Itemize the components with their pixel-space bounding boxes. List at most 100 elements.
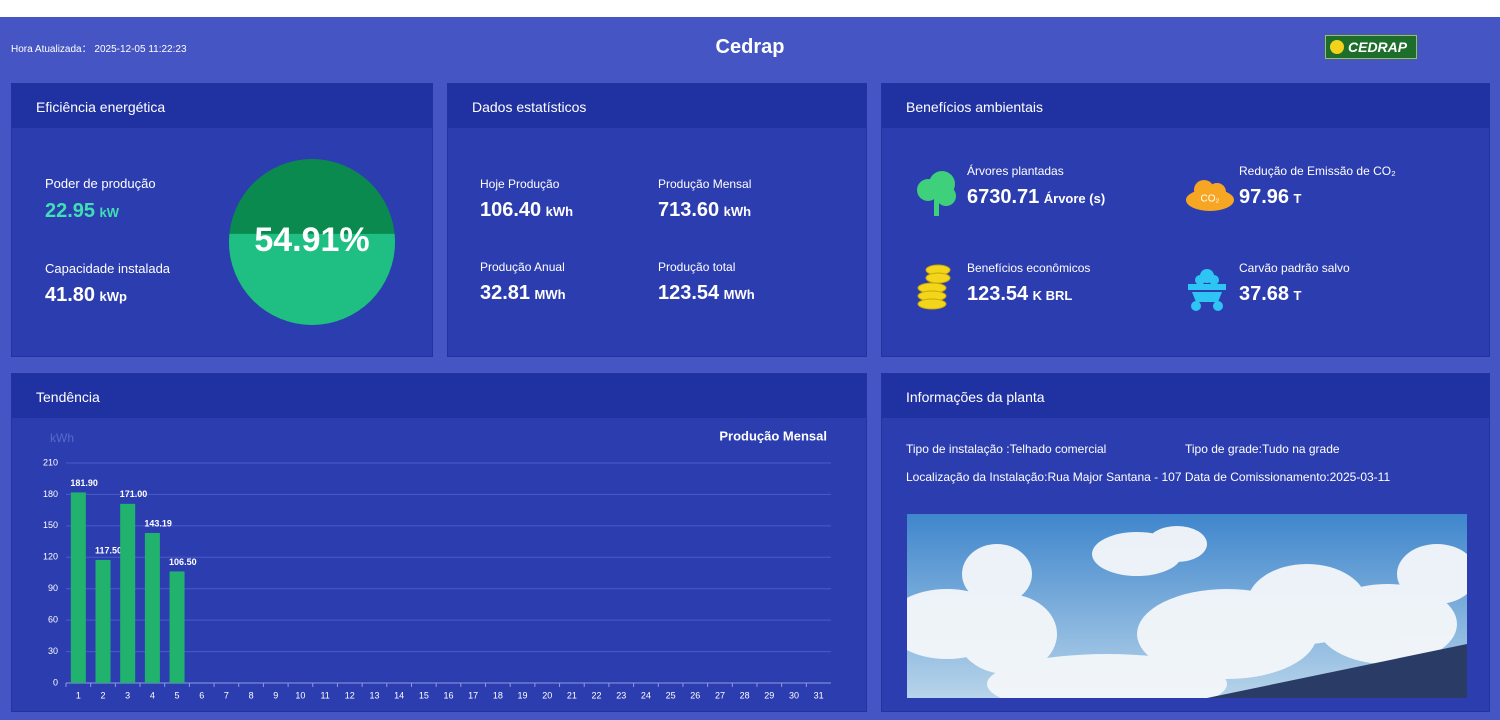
stat-label: Redução de Emissão de CO₂ bbox=[1239, 164, 1396, 178]
capacity-label: Capacidade instalada bbox=[45, 261, 171, 276]
y-tick-label: 60 bbox=[48, 615, 58, 625]
y-tick-label: 150 bbox=[43, 520, 58, 530]
chart-title: Produção Mensal bbox=[719, 428, 827, 443]
updated-label: Hora Atualizada： bbox=[11, 44, 92, 55]
updated: Hora Atualizada： 2025-12-05 11:22:23 bbox=[11, 40, 187, 55]
x-tick-label: 10 bbox=[295, 690, 305, 700]
logo-text: CEDRAP bbox=[1348, 39, 1408, 55]
logo: CEDRAP bbox=[1325, 35, 1417, 59]
stat-label: Produção total bbox=[658, 260, 736, 274]
gauge: 54.91% bbox=[229, 159, 395, 325]
grid-type-label: Tipo de grade: bbox=[1185, 442, 1262, 456]
trend-panel: Tendência kWh Produção Mensal 0 30 60 90 120… bbox=[11, 373, 867, 712]
stat-unit: Árvore (s) bbox=[1043, 191, 1106, 206]
x-tick-label: 29 bbox=[764, 690, 774, 700]
stat: 123.54 K BRL bbox=[967, 283, 1072, 306]
stat: 713.60 kWh bbox=[658, 199, 751, 222]
stat-label: Produção Mensal bbox=[658, 177, 752, 191]
power-unit: kW bbox=[99, 205, 120, 220]
stat: 97.96 T bbox=[1239, 186, 1301, 209]
x-tick-label: 12 bbox=[345, 690, 355, 700]
coins-icon bbox=[917, 264, 951, 310]
co2-icon: CO₂ bbox=[1186, 180, 1234, 211]
y-tick-label: 180 bbox=[43, 489, 58, 499]
stat-value: 32.81 bbox=[480, 282, 531, 304]
panel-header: Dados estatísticos bbox=[448, 84, 866, 128]
power-label: Poder de produção bbox=[45, 176, 156, 191]
gauge-label: 54.91% bbox=[254, 221, 369, 259]
y-tick-label: 90 bbox=[48, 583, 58, 593]
stat-value: 97.96 bbox=[1239, 186, 1290, 208]
stat-label: Benefícios econômicos bbox=[967, 261, 1091, 275]
bar bbox=[144, 532, 160, 683]
power-value: 22.95 bbox=[45, 200, 96, 222]
stat-value: 106.40 bbox=[480, 199, 542, 221]
x-tick-label: 25 bbox=[666, 690, 676, 700]
x-tick-label: 31 bbox=[814, 690, 824, 700]
commissioning-label: Data de Comissionamento: bbox=[1184, 470, 1330, 484]
capacity-unit: kWp bbox=[99, 289, 127, 304]
stat-label: Árvores plantadas bbox=[967, 164, 1064, 178]
plant-panel: Informações da planta Tipo de instalação… bbox=[881, 373, 1490, 712]
stat-unit: MWh bbox=[534, 287, 566, 302]
x-tick-label: 24 bbox=[641, 690, 651, 700]
y-tick-label: 30 bbox=[48, 646, 58, 656]
x-tick-label: 22 bbox=[592, 690, 602, 700]
stat-unit: K BRL bbox=[1032, 288, 1073, 303]
cart-icon bbox=[1188, 269, 1226, 311]
stat-unit: kWh bbox=[545, 204, 574, 219]
logo-icon bbox=[1330, 40, 1344, 54]
bar bbox=[95, 559, 111, 683]
power: 22.95 kW bbox=[45, 200, 119, 223]
x-tick-label: 28 bbox=[740, 690, 750, 700]
y-axis-label: kWh bbox=[50, 431, 74, 445]
stat: 106.40 kWh bbox=[480, 199, 573, 222]
stat-unit: T bbox=[1293, 191, 1302, 206]
stat: 6730.71 Árvore (s) bbox=[967, 186, 1105, 209]
x-tick-label: 4 bbox=[150, 690, 155, 700]
install-type-value: Telhado comercial bbox=[1009, 442, 1107, 456]
stat-value: 713.60 bbox=[658, 199, 720, 221]
bar bbox=[169, 571, 185, 683]
location-label: Localização da Instalação: bbox=[906, 470, 1048, 484]
location-value: Rua Major Santana - 107 bbox=[1047, 470, 1182, 484]
x-tick-label: 9 bbox=[273, 690, 278, 700]
x-tick-label: 19 bbox=[518, 690, 528, 700]
install-type-label: Tipo de instalação : bbox=[906, 442, 1010, 456]
stat-label: Carvão padrão salvo bbox=[1239, 261, 1350, 275]
panel-header: Tendência bbox=[12, 374, 866, 418]
dashboard: Hora Atualizada： 2025-12-05 11:22:23 Ced… bbox=[0, 17, 1500, 720]
chart: kWh Produção Mensal 03060901201501802101… bbox=[43, 428, 831, 700]
y-tick-label: 210 bbox=[43, 457, 58, 467]
y-tick-label: 120 bbox=[43, 552, 58, 562]
panel-header: Benefícios ambientais bbox=[882, 84, 1489, 128]
x-tick-label: 7 bbox=[224, 690, 229, 700]
x-tick-label: 13 bbox=[369, 690, 379, 700]
x-tick-label: 20 bbox=[542, 690, 552, 700]
x-tick-label: 21 bbox=[567, 690, 577, 700]
x-tick-label: 15 bbox=[419, 690, 429, 700]
grid-type-value: Tudo na grade bbox=[1261, 442, 1340, 456]
value-label: 117.50 bbox=[95, 545, 122, 555]
stat-unit: MWh bbox=[723, 287, 755, 302]
x-tick-label: 16 bbox=[443, 690, 453, 700]
location-commissioning: Localização da Instalação:Rua Major Sant… bbox=[906, 470, 1390, 484]
tree-icon bbox=[917, 171, 956, 216]
x-tick-label: 26 bbox=[690, 690, 700, 700]
x-tick-label: 27 bbox=[715, 690, 725, 700]
x-tick-label: 1 bbox=[76, 690, 81, 700]
x-tick-label: 14 bbox=[394, 690, 404, 700]
bar bbox=[120, 503, 136, 683]
plant-photo bbox=[907, 514, 1467, 698]
x-tick-label: 17 bbox=[468, 690, 478, 700]
panel-header: Informações da planta bbox=[882, 374, 1489, 418]
stat-label: Hoje Produção bbox=[480, 177, 560, 191]
stat-value: 123.54 bbox=[658, 282, 720, 304]
capacity-value: 41.80 bbox=[45, 284, 96, 306]
stat: 123.54 MWh bbox=[658, 282, 755, 305]
value-label: 143.19 bbox=[144, 518, 172, 528]
y-tick-label: 0 bbox=[53, 677, 58, 687]
stat-unit: kWh bbox=[723, 204, 752, 219]
x-tick-label: 23 bbox=[616, 690, 626, 700]
